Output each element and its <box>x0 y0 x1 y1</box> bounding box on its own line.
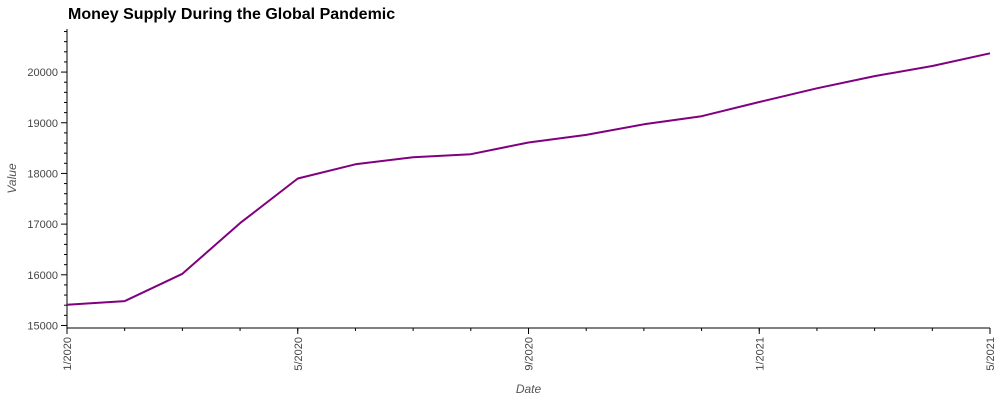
series-lines <box>66 52 991 306</box>
chart-title: Money Supply During the Global Pandemic <box>68 6 396 23</box>
x-tick-label: 9/2020 <box>524 337 536 371</box>
y-tick-label: 16000 <box>27 270 58 282</box>
x-tick-label: 1/2021 <box>754 337 766 371</box>
x-axis-label: Date <box>516 382 542 396</box>
y-tick-label: 17000 <box>27 219 58 231</box>
x-tick-label: 5/2021 <box>985 337 997 371</box>
axes <box>66 29 990 329</box>
y-tick-label: 19000 <box>27 118 58 130</box>
x-axis-ticks: 1/2020 5/2020 9/2020 1/2021 5/2021 <box>62 328 997 371</box>
y-tick-label: 15000 <box>27 320 58 332</box>
y-tick-label: 18000 <box>27 168 58 180</box>
series-line <box>66 52 991 306</box>
y-axis-label: Value <box>5 163 19 194</box>
y-axis-ticks: 15000 16000 17000 18000 19000 20000 <box>27 31 67 332</box>
x-tick-label: 1/2020 <box>62 337 74 371</box>
x-tick-label: 5/2020 <box>293 337 305 371</box>
y-tick-label: 20000 <box>27 67 58 79</box>
